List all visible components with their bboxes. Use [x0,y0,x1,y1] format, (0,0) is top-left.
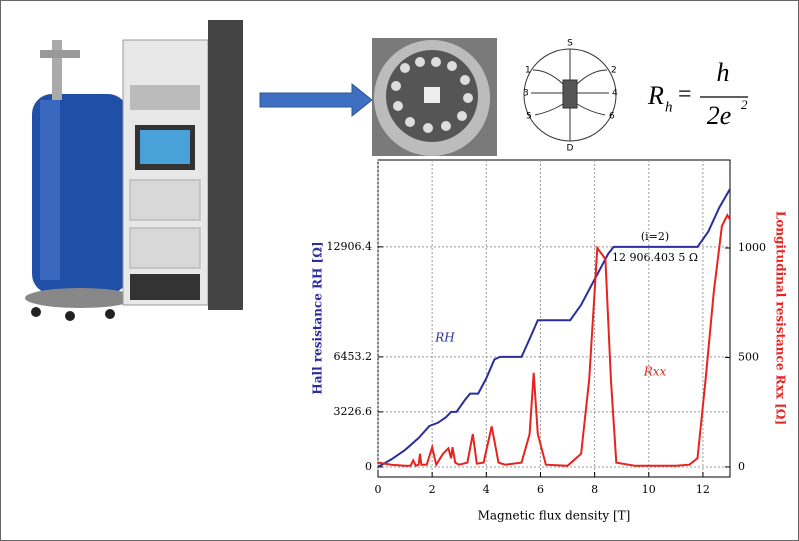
formula: 2e [707,101,732,130]
y-tick-label: 6453.2 [334,350,373,363]
pin-label: 4 [612,89,618,99]
series-line [377,188,731,468]
series-label: Rxx [643,365,667,379]
pin-label: 6 [609,112,615,122]
pin-label: 2 [611,66,617,76]
pin-label: 3 [523,89,529,99]
arrow [259,82,373,118]
x-tick-label: 0 [375,483,382,496]
x-axis-label: Magnetic flux density [T] [478,509,631,523]
formula: R [647,81,664,110]
y-axis-label: Hall resistance RH [Ω] [311,241,325,394]
formula: h [665,99,673,115]
y2-tick-label: 0 [738,460,745,473]
y2-axis-label: Longitudinal resistance Rxx [Ω] [774,211,788,425]
pin-label: 1 [525,66,531,76]
plot-frame [377,159,731,478]
formula: = [678,82,692,108]
x-tick-label: 8 [591,483,598,496]
sample-photo [372,38,497,156]
formula: 2 [741,97,748,112]
x-tick-label: 10 [642,483,656,496]
formula: h [717,58,730,87]
y-tick-label: 3226.6 [334,405,373,418]
pin-diagram [523,48,617,142]
annotation: 12 906.403 5 Ω [612,251,698,264]
series-line [377,213,731,468]
pin-label: S [567,39,573,49]
x-tick-label: 6 [537,483,544,496]
y-tick-label: 12906.4 [327,240,373,253]
annotation: (i=2) [641,230,669,243]
y-tick-label: 0 [365,460,372,473]
x-tick-label: 12 [696,483,710,496]
equipment-photo [25,20,243,321]
y2-tick-label: 1000 [738,241,766,254]
x-tick-label: 4 [483,483,490,496]
pin-label: 5 [526,112,532,122]
pin-label: D [567,144,574,154]
y2-tick-label: 500 [738,350,759,363]
x-tick-label: 2 [429,483,436,496]
series-label: RH [434,331,455,345]
